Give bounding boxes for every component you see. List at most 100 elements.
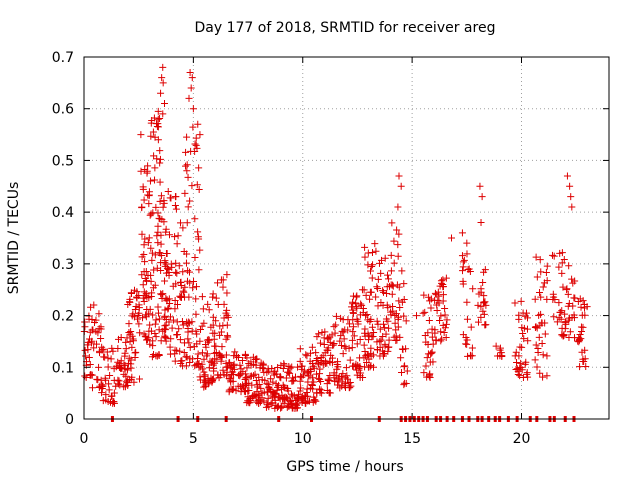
data-point: [348, 344, 356, 352]
data-point: [159, 79, 167, 87]
data-point: [142, 268, 150, 276]
data-point: [392, 326, 400, 334]
data-point: [143, 277, 151, 285]
data-point: [201, 371, 209, 379]
data-point: [177, 278, 185, 286]
data-point: [535, 333, 543, 341]
data-point: [381, 324, 389, 332]
data-point: [565, 262, 573, 270]
data-point: [568, 203, 576, 211]
data-point: [126, 338, 134, 346]
data-point: [161, 306, 169, 314]
data-point: [95, 310, 103, 318]
data-point: [148, 289, 156, 297]
tick-labels: 0 0.1 0.2 0.3 0.4 0.5 0.6 0.7 0 5 10 15 20: [52, 50, 531, 447]
data-point: [324, 375, 332, 383]
data-point: [332, 321, 340, 329]
data-point: [218, 353, 226, 361]
data-point: [145, 234, 153, 242]
data-point: [180, 349, 188, 357]
data-point: [423, 354, 431, 362]
data-point: [394, 315, 402, 323]
data-point: [385, 343, 393, 351]
data-point: [188, 182, 196, 190]
data-point: [438, 335, 446, 343]
data-point: [147, 119, 155, 127]
data-point: [220, 371, 228, 379]
data-point: [209, 290, 217, 298]
data-point: [157, 337, 165, 345]
data-point: [220, 314, 228, 322]
data-point: [282, 374, 290, 382]
data-point: [303, 388, 311, 396]
data-point: [172, 193, 180, 201]
data-point: [272, 380, 280, 388]
data-point: [154, 209, 162, 217]
data-point: [567, 193, 575, 201]
data-point: [156, 178, 164, 186]
data-point: [308, 360, 316, 368]
x-tick-label: 10: [294, 431, 312, 447]
data-point: [382, 330, 390, 338]
data-point: [437, 312, 445, 320]
data-point: [195, 185, 203, 193]
data-point: [316, 385, 324, 393]
data-point: [138, 271, 146, 279]
data-point: [570, 294, 578, 302]
data-point: [542, 269, 550, 277]
data-point: [440, 329, 448, 337]
plot-frame: [83, 56, 610, 420]
data-point: [515, 311, 523, 319]
data-point: [140, 241, 148, 249]
x-tick-label: 0: [80, 431, 89, 447]
data-point: [280, 360, 288, 368]
data-point: [395, 297, 403, 305]
data-point: [243, 354, 251, 362]
data-point: [536, 369, 544, 377]
data-point: [140, 288, 148, 296]
data-point: [109, 347, 117, 355]
data-point: [194, 350, 202, 358]
data-point: [251, 370, 259, 378]
data-point: [558, 331, 566, 339]
data-point: [383, 290, 391, 298]
data-point: [208, 375, 216, 383]
data-point: [209, 293, 217, 301]
data-point: [543, 372, 551, 380]
data-point: [277, 361, 285, 369]
data-point: [395, 230, 403, 238]
data-point: [352, 299, 360, 307]
data-point: [182, 353, 190, 361]
data-point: [129, 310, 137, 318]
data-point: [155, 315, 163, 323]
data-point: [205, 306, 213, 314]
data-point: [360, 286, 368, 294]
data-point: [442, 333, 450, 341]
data-point: [184, 203, 192, 211]
data-point: [182, 162, 190, 170]
data-point: [138, 203, 146, 211]
data-point: [99, 382, 107, 390]
y-axis-label: SRMTID / TECUs: [6, 182, 22, 295]
data-point: [478, 193, 486, 201]
data-point: [477, 285, 485, 293]
data-point: [385, 324, 393, 332]
data-point: [264, 380, 272, 388]
data-point: [127, 376, 135, 384]
data-point: [374, 302, 382, 310]
data-point: [477, 303, 485, 311]
data-point: [477, 218, 485, 226]
data-point: [154, 228, 162, 236]
data-point: [122, 345, 130, 353]
data-point: [145, 200, 153, 208]
data-point: [437, 279, 445, 287]
data-point: [494, 352, 502, 360]
data-point: [91, 319, 99, 327]
data-point: [463, 340, 471, 348]
data-point: [428, 348, 436, 356]
data-point: [231, 348, 239, 356]
data-point: [243, 373, 251, 381]
data-point: [252, 355, 260, 363]
data-point: [233, 351, 241, 359]
data-point: [512, 366, 520, 374]
